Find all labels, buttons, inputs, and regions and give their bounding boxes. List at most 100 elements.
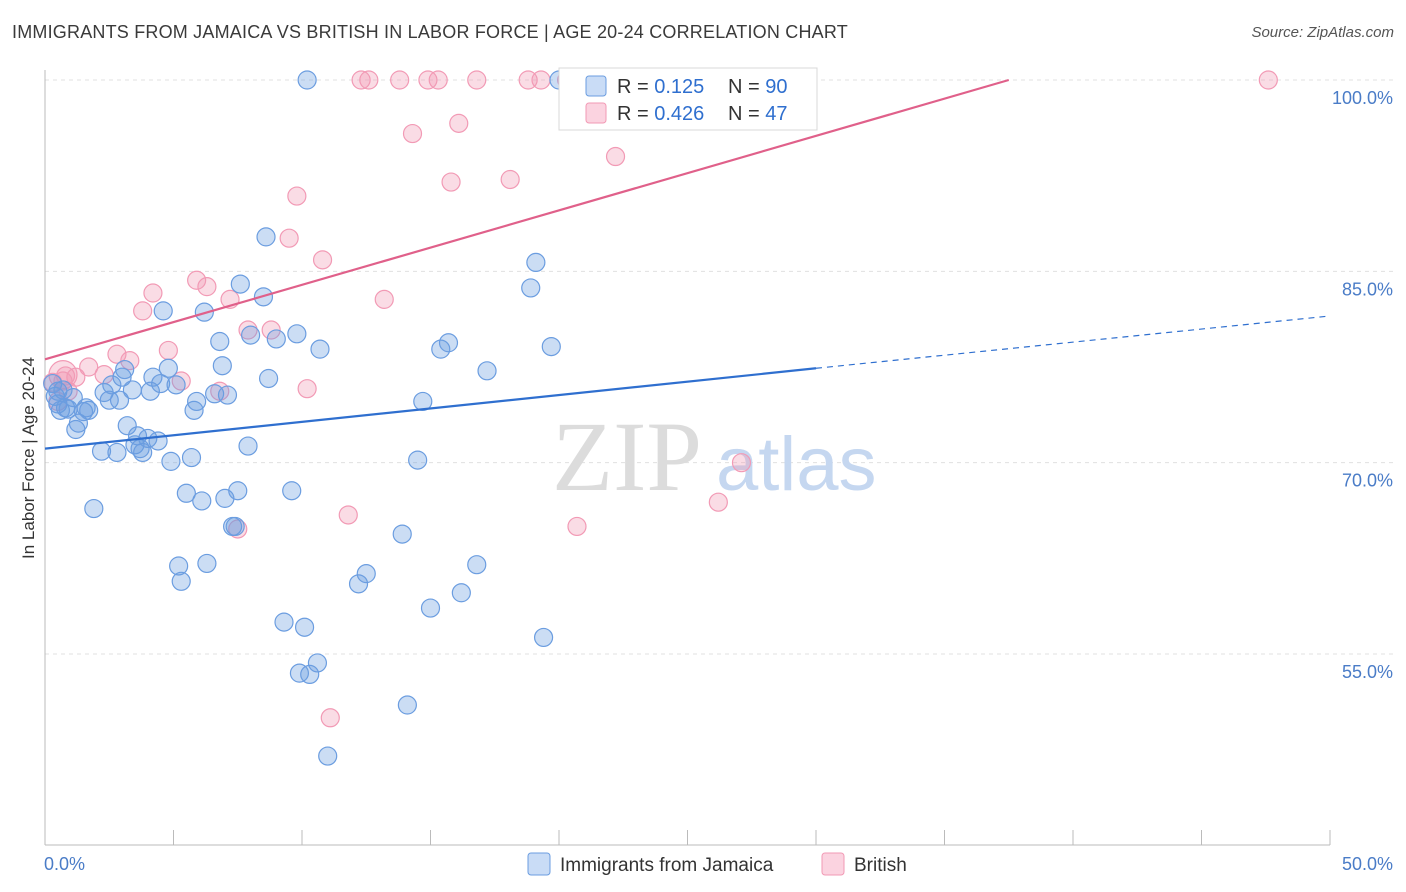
jamaica-point: [140, 381, 160, 401]
legend-n1-label: N =: [728, 76, 765, 98]
jamaica-point: [158, 358, 178, 378]
jamaica-point: [76, 398, 96, 418]
jamaica-point: [187, 391, 207, 412]
jamaica-point: [258, 368, 279, 389]
jamaica-point: [274, 612, 294, 632]
british-point: [531, 70, 551, 90]
jamaica-point: [318, 746, 338, 766]
jamaica-point: [212, 356, 232, 376]
legend-row1-n: N = 90: [728, 76, 788, 98]
british-point: [374, 289, 394, 309]
jamaica-point: [122, 380, 142, 400]
british-point: [428, 70, 448, 90]
british-point: [567, 516, 587, 537]
british-point: [143, 283, 163, 303]
jamaica-point: [192, 491, 212, 511]
british-point: [441, 172, 461, 192]
british-point: [500, 169, 520, 190]
jamaica-point: [166, 375, 186, 395]
jamaica-point: [397, 695, 417, 715]
british-point: [418, 70, 438, 90]
jamaica-point: [115, 359, 135, 380]
british-point: [708, 492, 728, 512]
british-trend-line: [44, 78, 1010, 361]
jamaica-point: [171, 571, 191, 591]
legend-r2-label: R =: [617, 103, 654, 125]
jamaica-point: [197, 553, 217, 574]
legend-n2-label: N =: [728, 103, 765, 125]
bottom-legend-british: British: [854, 855, 907, 876]
british-point: [731, 453, 752, 473]
jamaica-point: [84, 498, 104, 519]
x-tick-label-max: 50.0%: [1342, 854, 1393, 874]
watermark-atlas: atlas: [716, 422, 877, 507]
jamaica-point: [161, 451, 181, 471]
british-point: [238, 320, 258, 340]
jamaica-point: [541, 336, 561, 357]
jamaica-point: [181, 447, 202, 468]
jamaica-point: [230, 274, 250, 294]
jamaica-point: [99, 390, 119, 410]
jamaica-point: [169, 556, 189, 576]
legend-r2-value: 0.426: [654, 103, 704, 125]
bottom-legend: Immigrants from Jamaica British: [527, 852, 907, 876]
y-tick-label: 55.0%: [1342, 662, 1393, 682]
tick-labels: 55.0% 70.0% 85.0% 100.0% 0.0% 50.0%: [44, 88, 1393, 874]
jamaica-trend-line: [44, 367, 817, 450]
trend-lines: [44, 78, 1331, 450]
jamaica-point: [300, 664, 320, 685]
jamaica-point: [102, 375, 122, 395]
jamaica-point: [107, 442, 127, 463]
x-tick-label-min: 0.0%: [44, 854, 85, 874]
british-point: [171, 371, 191, 391]
jamaica-point: [297, 70, 317, 90]
jamaica-point: [210, 331, 230, 352]
british-point: [197, 277, 217, 297]
british-point: [279, 228, 299, 248]
series-jamaica-points: [43, 70, 685, 766]
legend-n1-value: 90: [765, 76, 787, 98]
legend-r1-label: R =: [617, 76, 654, 98]
british-point: [449, 113, 469, 133]
y-tick-label: 100.0%: [1332, 88, 1393, 108]
british-point: [351, 70, 371, 90]
jamaica-point: [225, 516, 245, 537]
bottom-legend-swatch-pink: [821, 852, 845, 876]
jamaica-point: [238, 436, 258, 456]
jamaica-point: [392, 524, 412, 544]
chart-title: IMMIGRANTS FROM JAMAICA VS BRITISH IN LA…: [12, 22, 848, 42]
jamaica-point: [521, 278, 541, 298]
jamaica-point: [451, 583, 471, 603]
jamaica-point: [438, 333, 459, 353]
british-point: [133, 301, 153, 321]
axes: [44, 70, 1331, 846]
legend-n2-value: 47: [765, 103, 787, 125]
jamaica-point: [408, 450, 428, 470]
jamaica-point: [151, 373, 171, 394]
bottom-legend-swatch-blue: [527, 852, 551, 876]
british-point: [1258, 70, 1278, 90]
jamaica-point: [287, 324, 307, 344]
jamaica-point: [117, 416, 137, 436]
jamaica-point: [413, 391, 433, 412]
grid-lines: [45, 79, 1395, 655]
chart-source: Source: ZipAtlas.com: [1251, 24, 1394, 41]
jamaica-point: [79, 400, 99, 420]
jamaica-point: [294, 617, 315, 637]
bottom-legend-jamaica: Immigrants from Jamaica: [560, 855, 774, 876]
jamaica-point: [282, 481, 302, 501]
jamaica-trend-line-extension: [815, 315, 1331, 369]
y-tick-label: 70.0%: [1342, 471, 1393, 491]
jamaica-point: [420, 598, 441, 618]
jamaica-point: [256, 227, 276, 247]
legend: R = 0.125 N = 90 R = 0.426 N = 47: [558, 67, 818, 131]
jamaica-point: [266, 329, 286, 349]
jamaica-point: [48, 381, 68, 401]
jamaica-point: [310, 339, 330, 359]
jamaica-point: [68, 413, 89, 433]
legend-swatch-blue: [585, 75, 607, 97]
british-point: [287, 186, 307, 206]
british-point: [605, 146, 626, 167]
jamaica-point: [143, 367, 163, 387]
